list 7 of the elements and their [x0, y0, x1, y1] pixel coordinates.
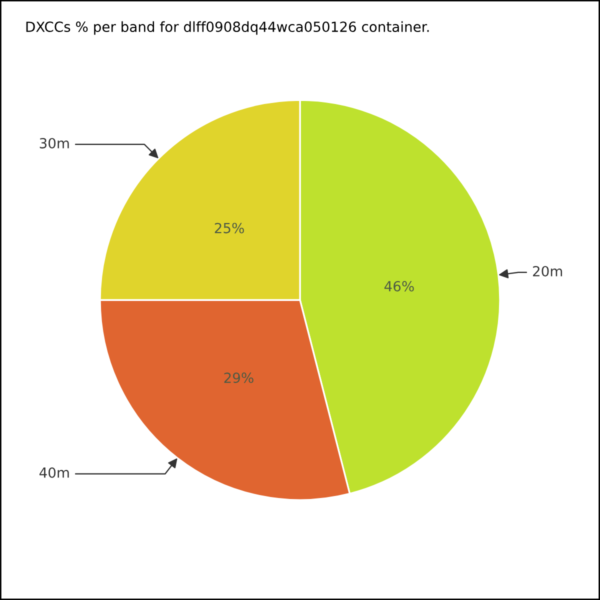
data-label: 46%	[384, 280, 414, 292]
slice-label: 20m	[533, 266, 562, 276]
slice-label: 40m	[39, 467, 69, 478]
slice-label: 30m	[40, 138, 69, 148]
data-label: 25%	[214, 222, 244, 234]
chart-title: DXCCs % per band for dlff0908dq44wca050126 container.	[26, 21, 429, 35]
data-label: 29%	[224, 372, 254, 384]
